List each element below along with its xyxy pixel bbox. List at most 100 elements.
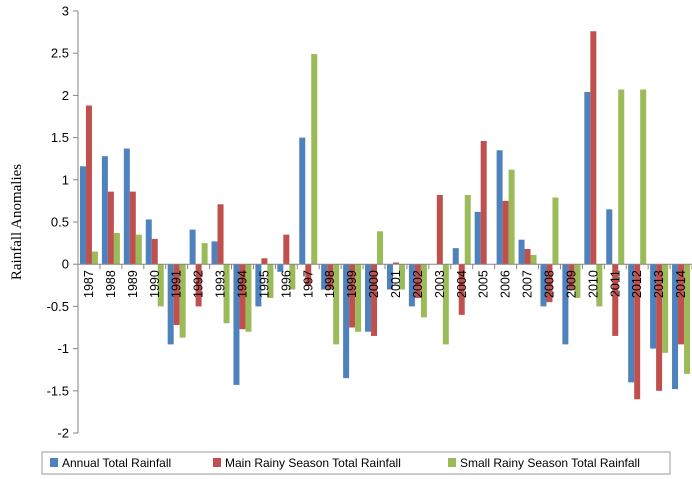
category-label: 2013 [652, 270, 666, 298]
category-label: 2000 [367, 270, 381, 298]
bar-main-rainy-season-total-rainfall-2010 [590, 31, 597, 265]
category-label: 2010 [586, 270, 600, 298]
legend-label: Main Rainy Season Total Rainfall [225, 456, 401, 470]
bar-main-rainy-season-total-rainfall-2012 [634, 264, 641, 400]
bar-annual-total-rainfall-1991 [167, 264, 174, 345]
bar-small-rainy-season-total-rainfall-2002 [420, 264, 427, 318]
bar-annual-total-rainfall-1995 [255, 264, 262, 307]
category-label: 2003 [433, 270, 447, 298]
category-label: 2008 [542, 270, 556, 298]
bar-annual-total-rainfall-1989 [123, 148, 130, 265]
bar-annual-total-rainfall-2010 [584, 92, 591, 265]
bar-small-rainy-season-total-rainfall-1997 [311, 54, 318, 265]
bar-annual-total-rainfall-1988 [101, 156, 108, 265]
bar-small-rainy-season-total-rainfall-1999 [355, 264, 362, 332]
bar-annual-total-rainfall-2008 [540, 264, 547, 307]
y-tick-label: 3 [62, 4, 69, 19]
bar-annual-total-rainfall-1996 [277, 264, 284, 272]
category-label: 1999 [345, 270, 359, 298]
category-label: 2006 [499, 270, 513, 298]
bar-small-rainy-season-total-rainfall-1998 [333, 264, 340, 345]
bar-annual-total-rainfall-1998 [321, 264, 328, 290]
y-tick-label: 2.5 [51, 46, 69, 61]
bar-main-rainy-season-total-rainfall-1989 [129, 191, 136, 265]
bar-small-rainy-season-total-rainfall-2014 [684, 264, 691, 374]
bar-main-rainy-season-total-rainfall-1995 [261, 258, 268, 265]
category-label: 2011 [608, 270, 622, 297]
bar-annual-total-rainfall-2011 [606, 209, 613, 265]
bar-small-rainy-season-total-rainfall-2012 [640, 89, 647, 265]
y-tick-label: 2 [62, 88, 69, 103]
y-tick-label: 0.5 [51, 215, 69, 230]
bar-annual-total-rainfall-1997 [299, 137, 306, 265]
bar-small-rainy-season-total-rainfall-1991 [179, 264, 186, 338]
y-tick-label: 1.5 [51, 130, 69, 145]
bar-small-rainy-season-total-rainfall-1987 [91, 251, 98, 265]
y-axis-title: Rainfall Anomalies [9, 164, 25, 280]
legend: Annual Total Rainfall Main Rainy Season T… [41, 451, 671, 475]
bars [79, 31, 691, 400]
bar-annual-total-rainfall-1992 [189, 229, 196, 265]
y-tick-label: -1.5 [47, 383, 69, 398]
y-tick-label: -2 [57, 426, 69, 441]
bar-main-rainy-season-total-rainfall-2013 [656, 264, 663, 391]
category-label: 2001 [389, 270, 403, 298]
bar-main-rainy-season-total-rainfall-1994 [239, 264, 246, 330]
category-label: 1991 [170, 270, 184, 298]
bar-small-rainy-season-total-rainfall-2011 [618, 89, 625, 265]
category-labels: 1987 1988 1989 1990 1991 1992 1993 1994 1995 1996… [82, 270, 688, 298]
bar-annual-total-rainfall-2014 [672, 264, 679, 390]
bar-small-rainy-season-total-rainfall-2000 [377, 231, 384, 265]
bar-annual-total-rainfall-2009 [562, 264, 569, 345]
category-label: 2009 [564, 270, 578, 298]
category-label: 1995 [257, 270, 271, 298]
bar-main-rainy-season-total-rainfall-2003 [436, 194, 443, 265]
bar-annual-total-rainfall-1990 [145, 219, 152, 265]
bar-small-rainy-season-total-rainfall-2007 [530, 254, 537, 265]
category-label: 1998 [323, 270, 337, 298]
bar-small-rainy-season-total-rainfall-2013 [662, 264, 669, 353]
legend-swatch [448, 458, 456, 467]
legend-label: Annual Total Rainfall [62, 456, 171, 470]
bar-annual-total-rainfall-2013 [650, 264, 657, 349]
bar-small-rainy-season-total-rainfall-1996 [289, 264, 296, 290]
legend-box [41, 451, 671, 475]
bar-small-rainy-season-total-rainfall-2006 [508, 169, 515, 265]
bar-small-rainy-season-total-rainfall-2003 [442, 264, 449, 345]
category-label: 1993 [214, 270, 228, 298]
bar-main-rainy-season-total-rainfall-2001 [392, 262, 399, 265]
legend-swatch [213, 458, 221, 467]
bar-annual-total-rainfall-1993 [211, 241, 218, 265]
bar-main-rainy-season-total-rainfall-2006 [502, 200, 509, 265]
category-label: 2005 [477, 270, 491, 298]
bar-annual-total-rainfall-2005 [474, 211, 481, 265]
bar-main-rainy-season-total-rainfall-1993 [217, 204, 224, 265]
bar-main-rainy-season-total-rainfall-2011 [612, 264, 619, 336]
category-label: 1997 [301, 270, 315, 298]
bar-main-rainy-season-total-rainfall-2002 [414, 264, 421, 298]
bar-annual-total-rainfall-2000 [365, 264, 372, 332]
category-label: 2014 [674, 270, 688, 298]
bar-main-rainy-season-total-rainfall-1996 [283, 234, 290, 265]
y-tick-label: -0.5 [47, 299, 69, 314]
x-axis [77, 263, 692, 270]
bar-small-rainy-season-total-rainfall-2004 [464, 194, 471, 265]
bar-main-rainy-season-total-rainfall-2009 [568, 264, 575, 290]
bar-main-rainy-season-total-rainfall-1988 [107, 191, 114, 265]
bar-annual-total-rainfall-2006 [496, 150, 503, 265]
bar-annual-total-rainfall-2002 [408, 264, 415, 307]
bar-annual-total-rainfall-2004 [452, 248, 459, 265]
category-label: 2002 [411, 270, 425, 298]
bar-small-rainy-season-total-rainfall-1989 [135, 234, 142, 265]
bar-main-rainy-season-total-rainfall-1992 [195, 264, 202, 307]
bar-small-rainy-season-total-rainfall-1995 [267, 264, 274, 298]
bar-annual-total-rainfall-2007 [518, 239, 525, 265]
category-label: 2012 [630, 270, 644, 298]
bar-main-rainy-season-total-rainfall-1998 [327, 264, 334, 290]
category-label: 1990 [148, 270, 162, 298]
bar-small-rainy-season-total-rainfall-1993 [223, 264, 230, 324]
bar-annual-total-rainfall-1999 [343, 264, 350, 379]
bar-main-rainy-season-total-rainfall-2000 [371, 264, 378, 336]
bar-main-rainy-season-total-rainfall-1997 [305, 264, 312, 286]
bar-small-rainy-season-total-rainfall-2008 [552, 197, 559, 265]
